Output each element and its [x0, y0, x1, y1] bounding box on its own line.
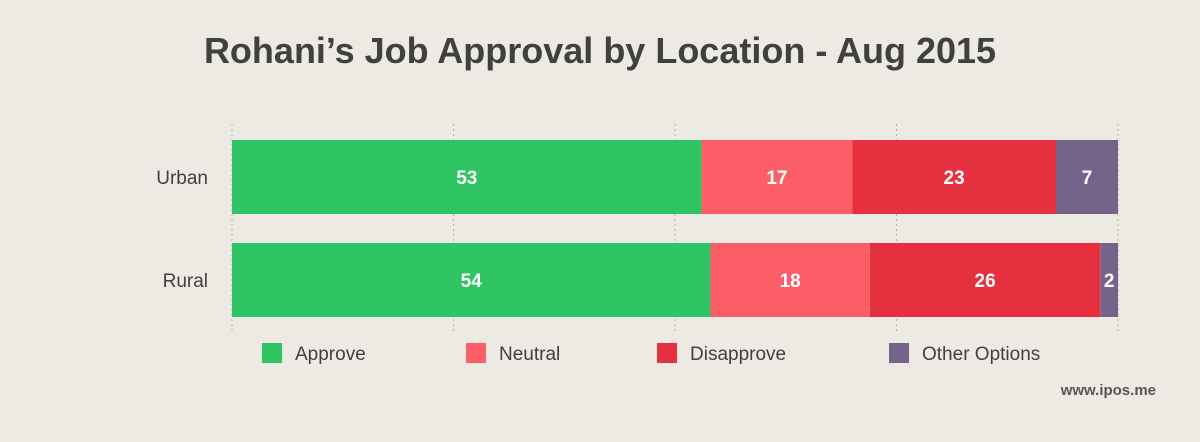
data-label: 18	[780, 271, 801, 292]
data-label: 23	[944, 168, 965, 189]
legend: Approve Neutral Disapprove Other Options	[262, 343, 1040, 365]
bar-segment	[852, 140, 1056, 214]
category-label: Urban	[156, 168, 208, 189]
data-label: 26	[975, 271, 996, 292]
legend-swatch	[466, 343, 486, 363]
bar-group	[232, 140, 1118, 317]
legend-label: Neutral	[499, 344, 560, 365]
legend-label: Other Options	[922, 344, 1040, 365]
bar-segment	[701, 140, 853, 214]
bar-segment	[1055, 140, 1118, 214]
bar-segment	[232, 140, 702, 214]
legend-swatch	[262, 343, 282, 363]
bar-segment	[1100, 243, 1118, 317]
data-label: 2	[1104, 271, 1115, 292]
legend-swatch	[889, 343, 909, 363]
bar-segment	[232, 243, 711, 317]
data-label: 53	[456, 168, 477, 189]
data-label: 7	[1082, 168, 1093, 189]
legend-label: Approve	[295, 344, 366, 365]
bar-segment	[710, 243, 870, 317]
data-label: 54	[461, 271, 483, 292]
bar-segment	[869, 243, 1101, 317]
chart-title: Rohani’s Job Approval by Location - Aug …	[203, 30, 997, 71]
source-credit: www.ipos.me	[1060, 382, 1156, 399]
legend-swatch	[657, 343, 677, 363]
legend-label: Disapprove	[690, 344, 786, 365]
label-group: Urban 53 17 23 7 Rural 54 18 26 2	[156, 168, 1114, 292]
data-label: 17	[766, 168, 787, 189]
category-label: Rural	[163, 271, 208, 292]
